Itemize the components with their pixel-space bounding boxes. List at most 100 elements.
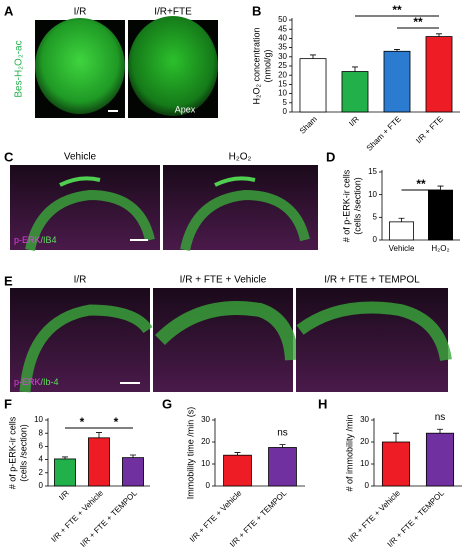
x-tick-label: Sham: [298, 114, 319, 135]
bar: [383, 50, 411, 113]
y-tick-label: 40: [278, 34, 287, 43]
y-tick-label: 15: [368, 167, 377, 176]
image-label: I/R: [74, 275, 87, 286]
y-tick-label: 20: [278, 70, 287, 79]
y-axis-label: # of immobility /min: [344, 414, 354, 491]
y-tick-label: 30: [278, 52, 287, 61]
panel-letter: G: [162, 396, 172, 411]
bar: [381, 441, 411, 487]
y-axis-label: (nmol/g): [262, 49, 272, 82]
image-label: I/R+FTE: [154, 7, 192, 18]
y-tick-label: 0: [283, 107, 288, 116]
image-label: I/R + FTE + Vehicle: [180, 275, 267, 286]
bar: [341, 71, 369, 113]
error-bar: [234, 452, 241, 456]
annotation: ns: [435, 412, 446, 423]
bar: [88, 437, 110, 487]
bar: [425, 432, 455, 487]
x-tick-label: Sham + FTE: [365, 115, 403, 153]
y-tick-label: 30: [201, 415, 210, 424]
image-panel-c: [10, 165, 318, 252]
y-axis-label: (cells /section): [352, 177, 362, 235]
error-bar: [393, 432, 399, 442]
y-tick-label: 10: [34, 415, 43, 424]
image-label: I/R + FTE + TEMPOL: [324, 275, 420, 286]
y-tick-label: 10: [278, 89, 287, 98]
annotation: *: [80, 415, 85, 429]
panel-letter: E: [4, 273, 13, 288]
y-tick-label: 10: [368, 190, 377, 199]
y-tick-label: 20: [360, 437, 369, 446]
annotation: **: [392, 3, 402, 17]
y-tick-label: 25: [278, 61, 287, 70]
y-tick-label: 8: [39, 428, 44, 437]
image-panel-a: [35, 16, 218, 118]
x-tick-label: Vehicle: [389, 244, 415, 253]
x-tick-label: I/R + FTE + TEMPOL: [79, 488, 140, 549]
y-tick-label: 0: [206, 481, 211, 490]
bar: [54, 458, 76, 487]
panel-letter: C: [4, 149, 14, 164]
bar: [425, 36, 453, 113]
stain-label: p-ERK/Ib-4: [14, 377, 59, 387]
y-axis-label: (cells /section): [18, 424, 28, 482]
y-tick-label: 10: [360, 459, 369, 468]
y-axis-label: H₂O₂ concentration: [251, 27, 261, 104]
bar: [428, 189, 453, 241]
error-bar: [398, 217, 405, 222]
error-bar: [437, 185, 444, 191]
stain-part: /Ib-4: [41, 377, 59, 387]
error-bar: [96, 432, 102, 438]
panel-letter: B: [252, 3, 261, 18]
stain-label: p-ERK/IB4: [14, 235, 57, 245]
y-axis-label: # of p-ERK-ir cells: [341, 169, 351, 242]
bar: [223, 454, 252, 487]
image-note: Apex: [175, 104, 196, 114]
y-tick-label: 35: [278, 43, 287, 52]
error-bar: [310, 54, 316, 59]
annotation: ns: [277, 427, 288, 438]
bar: [299, 58, 327, 113]
bar: [268, 447, 297, 487]
y-axis-label: Immobility time /min (s): [185, 407, 195, 500]
annotation: *: [114, 415, 119, 429]
bar: [389, 221, 414, 241]
panel-letter: F: [4, 396, 12, 411]
panel-letter: D: [326, 149, 335, 164]
panel-letter: H: [318, 396, 327, 411]
annotation: **: [413, 15, 423, 29]
y-tick-label: 0: [39, 481, 44, 490]
error-bar: [130, 454, 136, 458]
y-tick-label: 5: [283, 98, 288, 107]
bar: [122, 457, 144, 487]
y-tick-label: 10: [201, 459, 210, 468]
error-bar: [62, 456, 68, 459]
annotation: **: [416, 177, 426, 191]
error-bar: [436, 33, 442, 37]
y-tick-label: 45: [278, 24, 287, 33]
y-tick-label: 30: [360, 415, 369, 424]
x-tick-label: H₂O₂: [431, 244, 449, 253]
y-tick-label: 4: [39, 455, 44, 464]
image-label: Vehicle: [64, 152, 97, 163]
panel-letter: A: [4, 3, 14, 18]
error-bar: [352, 66, 358, 72]
x-tick-label: I/R: [347, 114, 361, 128]
x-tick-label: I/R + FTE: [414, 115, 445, 146]
y-tick-label: 5: [373, 212, 378, 221]
stain-part: /IB4: [41, 235, 57, 245]
error-bar: [437, 428, 443, 434]
y-tick-label: 50: [278, 15, 287, 24]
error-bar: [279, 444, 286, 448]
y-tick-label: 0: [373, 235, 378, 244]
stain-part: p-ERK: [14, 377, 41, 387]
y-tick-label: 15: [278, 80, 287, 89]
image-label: I/R: [74, 7, 87, 18]
stain-part: p-ERK: [14, 235, 41, 245]
y-tick-label: 0: [365, 481, 370, 490]
y-axis-label: # of p-ERK-ir cells: [7, 416, 17, 489]
image-label: H₂O₂: [229, 152, 252, 163]
y-tick-label: 6: [39, 442, 44, 451]
image-panel-e: [10, 288, 452, 393]
